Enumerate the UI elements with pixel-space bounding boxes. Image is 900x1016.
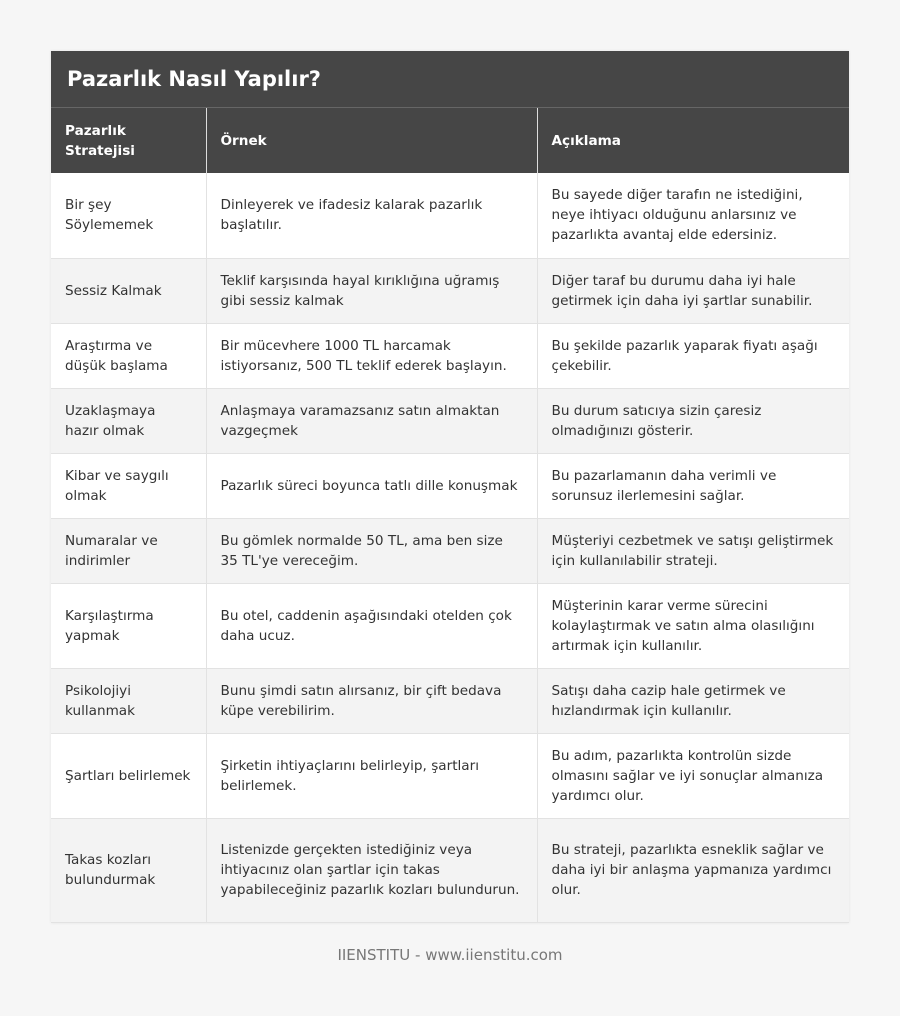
example-cell: Bunu şimdi satın alırsanız, bir çift bed… (206, 668, 538, 734)
description-cell: Bu strateji, pazarlıkta esneklik sağlar … (537, 818, 849, 923)
strategy-cell: Şartları belirlemek (51, 733, 207, 819)
strategy-cell: Kibar ve saygılı olmak (51, 453, 207, 519)
header-row: Pazarlık Stratejisi Örnek Açıklama (51, 108, 849, 173)
example-cell: Bir mücevhere 1000 TL harcamak istiyorsa… (206, 323, 538, 389)
table-container: Pazarlık Nasıl Yapılır? Pazarlık Stratej… (51, 51, 849, 923)
column-header-example: Örnek (206, 108, 538, 173)
example-cell: Dinleyerek ve ifadesiz kalarak pazarlık … (206, 173, 538, 259)
table-row: Şartları belirlemek Şirketin ihtiyaçların… (51, 733, 849, 819)
table-row: Bir şey Söylememek Dinleyerek ve ifadesiz… (51, 173, 849, 259)
description-cell: Bu durum satıcıya sizin çaresiz olmadığı… (537, 388, 849, 454)
strategy-cell: Araştırma ve düşük başlama (51, 323, 207, 389)
footer-credit: IIENSTITU - www.iienstitu.com (337, 946, 563, 964)
example-cell: Listenizde gerçekten istediğiniz veya ih… (206, 818, 538, 923)
example-cell: Anlaşmaya varamazsanız satın almaktan va… (206, 388, 538, 454)
description-cell: Satışı daha cazip hale getirmek ve hızla… (537, 668, 849, 734)
example-cell: Şirketin ihtiyaçlarını belirleyip, şartl… (206, 733, 538, 819)
table-row: Uzaklaşmaya hazır olmak Anlaşmaya varamaz… (51, 388, 849, 454)
description-cell: Bu adım, pazarlıkta kontrolün sizde olma… (537, 733, 849, 819)
table-row: Sessiz Kalmak Teklif karşısında hayal kır… (51, 258, 849, 324)
table-title: Pazarlık Nasıl Yapılır? (51, 51, 849, 108)
description-cell: Bu pazarlamanın daha verimli ve sorunsuz… (537, 453, 849, 519)
description-cell: Müşteriyi cezbetmek ve satışı geliştirme… (537, 518, 849, 584)
description-cell: Müşterinin karar verme sürecini kolaylaş… (537, 583, 849, 669)
example-cell: Pazarlık süreci boyunca tatlı dille konu… (206, 453, 538, 519)
strategy-cell: Sessiz Kalmak (51, 258, 207, 324)
table-row: Psikolojiyi kullanmak Bunu şimdi satın al… (51, 668, 849, 734)
strategy-cell: Numaralar ve indirimler (51, 518, 207, 584)
strategy-cell: Psikolojiyi kullanmak (51, 668, 207, 734)
example-cell: Bu otel, caddenin aşağısındaki otelden ç… (206, 583, 538, 669)
table-row: Takas kozları bulundurmak Listenizde gerç… (51, 818, 849, 923)
strategy-cell: Karşılaştırma yapmak (51, 583, 207, 669)
strategy-cell: Uzaklaşmaya hazır olmak (51, 388, 207, 454)
column-header-strategy: Pazarlık Stratejisi (51, 108, 207, 173)
table-row: Araştırma ve düşük başlama Bir mücevhere … (51, 323, 849, 389)
description-cell: Bu şekilde pazarlık yaparak fiyatı aşağı… (537, 323, 849, 389)
description-cell: Bu sayede diğer tarafın ne istediğini, n… (537, 173, 849, 259)
table-row: Numaralar ve indirimler Bu gömlek normald… (51, 518, 849, 584)
strategy-table: Pazarlık Stratejisi Örnek Açıklama Bir ş… (51, 108, 849, 923)
example-cell: Bu gömlek normalde 50 TL, ama ben size 3… (206, 518, 538, 584)
column-header-description: Açıklama (537, 108, 849, 173)
example-cell: Teklif karşısında hayal kırıklığına uğra… (206, 258, 538, 324)
strategy-cell: Takas kozları bulundurmak (51, 818, 207, 923)
strategy-cell: Bir şey Söylememek (51, 173, 207, 259)
table-row: Kibar ve saygılı olmak Pazarlık süreci bo… (51, 453, 849, 519)
description-cell: Diğer taraf bu durumu daha iyi hale geti… (537, 258, 849, 324)
table-row: Karşılaştırma yapmak Bu otel, caddenin aş… (51, 583, 849, 669)
